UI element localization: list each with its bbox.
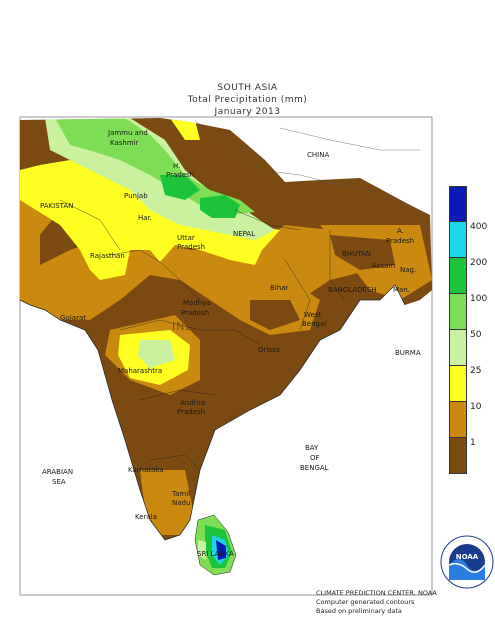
label-kashmir: Kashmir <box>110 139 139 147</box>
label-bay-of: OF <box>310 454 320 462</box>
legend-label-25: 25 <box>470 366 482 376</box>
legend-swatch-400plus <box>449 186 467 222</box>
legend-label-1: 1 <box>470 438 476 448</box>
label-west: West <box>304 311 321 319</box>
label-bhutan: BHUTAN <box>342 250 371 258</box>
label-west-bengal: Bengal <box>302 320 326 328</box>
legend-swatch-50 <box>449 294 467 330</box>
noaa-logo: NOAA <box>440 535 494 589</box>
map-period: January 2013 <box>214 107 281 117</box>
legend-label-200: 200 <box>470 258 488 268</box>
label-madhya: Madhya <box>183 299 211 307</box>
map-subtitle: Total Precipitation (mm) <box>187 95 308 105</box>
legend-swatch-0 <box>449 438 467 474</box>
map-region-title: SOUTH ASIA <box>217 83 278 93</box>
label-tamil: Tamil <box>171 490 190 498</box>
legend-swatch-10 <box>449 366 467 402</box>
label-nepal: NEPAL <box>233 230 255 238</box>
label-karnataka: Karnataka <box>128 466 164 474</box>
label-bay-bengal: BENGAL <box>300 464 329 472</box>
label-rajasthan: Rajasthan <box>90 252 125 260</box>
label-burma: BURMA <box>395 349 421 357</box>
credit-line-2: Computer generated contours <box>316 598 415 606</box>
noaa-logo-text: NOAA <box>456 553 479 561</box>
state-borders <box>59 199 346 471</box>
label-tamil-nadu: Nadu <box>172 499 190 507</box>
legend-label-400: 400 <box>470 222 488 232</box>
legend-label-10: 10 <box>470 402 482 412</box>
label-india: INDIA <box>172 320 208 333</box>
label-sri-lanka: SRI LANKA <box>197 550 234 558</box>
label-jammu: Jammu and <box>107 129 148 137</box>
map-frame <box>19 116 433 596</box>
label-uttar-pradesh: Pradesh <box>177 243 205 251</box>
legend-swatch-25 <box>449 330 467 366</box>
label-arunachal: A. <box>397 227 404 235</box>
precipitation-legend <box>449 186 467 474</box>
coastline <box>19 284 406 541</box>
credit-line-3: Based on preliminary data <box>316 607 402 615</box>
legend-swatch-100 <box>449 258 467 294</box>
label-punjab: Punjab <box>124 192 148 200</box>
legend-swatch-1 <box>449 402 467 438</box>
label-pakistan: PAKISTAN <box>40 202 73 210</box>
label-haryana: Har. <box>138 214 152 222</box>
label-bay: BAY <box>305 444 319 452</box>
label-bangladesh: BANGLADESH <box>328 286 377 294</box>
label-bihar: Bihar <box>270 284 288 292</box>
label-arabian: ARABIAN <box>42 468 73 476</box>
label-gujarat: Gujarat <box>60 314 86 322</box>
label-andhra: Andhra <box>180 399 205 407</box>
label-himachal-pradesh: Pradesh <box>166 171 194 179</box>
label-maharashtra: Maharashtra <box>118 367 162 375</box>
label-arabian-sea: SEA <box>52 478 66 486</box>
label-uttar: Uttar <box>177 234 195 242</box>
legend-swatch-200 <box>449 222 467 258</box>
legend-label-50: 50 <box>470 330 482 340</box>
legend-label-100: 100 <box>470 294 488 304</box>
label-himachal-h: H. <box>173 162 180 170</box>
label-kerala: Kerala <box>135 513 157 521</box>
label-orissa: Orissa <box>258 346 280 354</box>
label-madhya-pradesh: Pradesh <box>181 309 209 317</box>
label-assam: Assam <box>372 262 395 270</box>
label-andhra-pradesh: Pradesh <box>177 408 205 416</box>
credit-line-1: CLIMATE PREDICTION CENTER, NOAA <box>316 589 437 597</box>
label-china: CHINA <box>307 151 329 159</box>
label-arunachal-pradesh: Pradesh <box>386 237 414 245</box>
label-manipur: Man. <box>393 286 410 294</box>
label-nagaland: Nag. <box>400 266 416 274</box>
